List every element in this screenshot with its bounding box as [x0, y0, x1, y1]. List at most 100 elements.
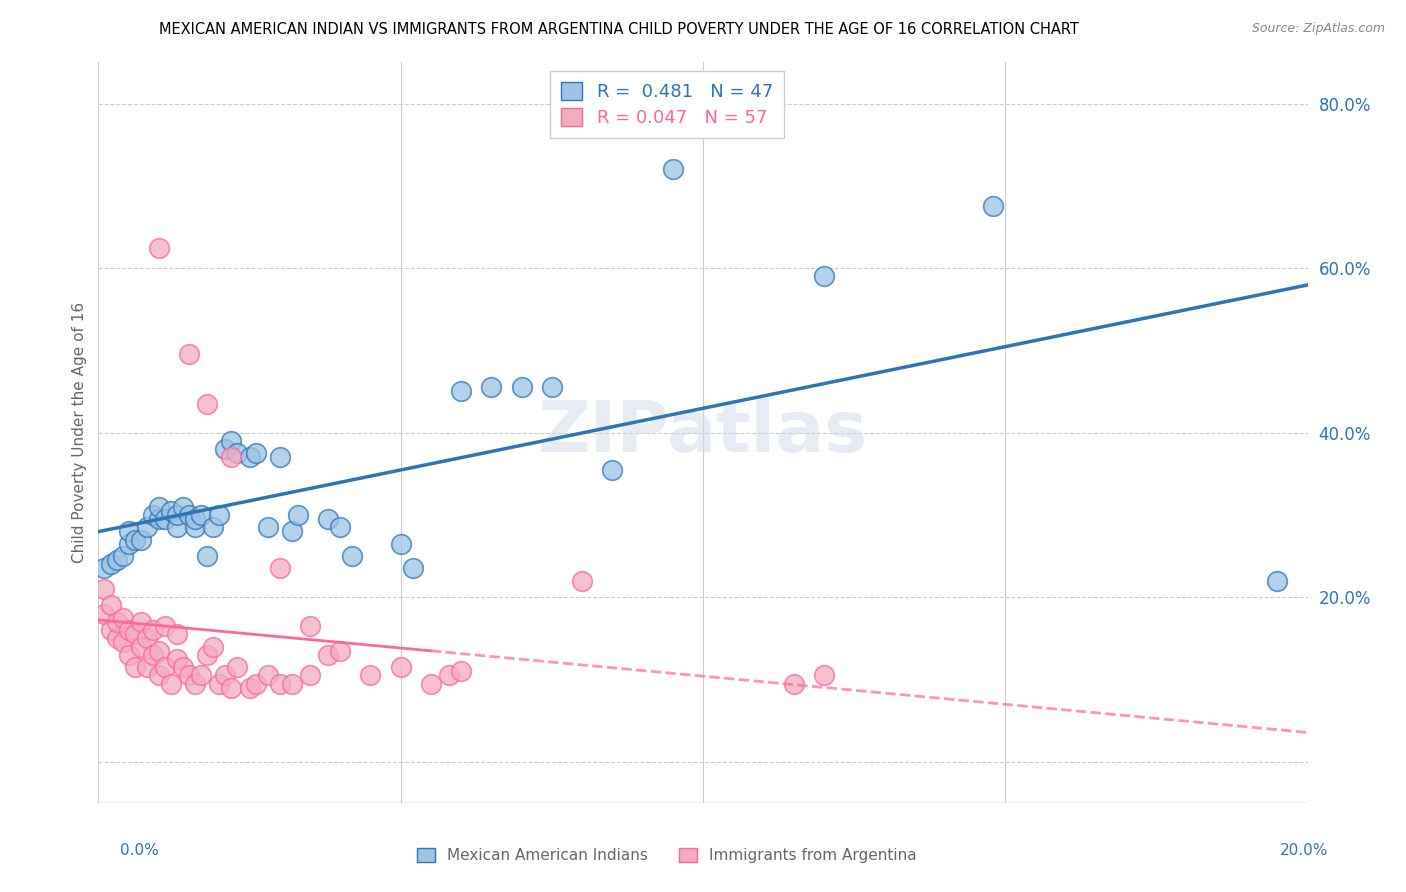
- Point: [118, 524, 141, 539]
- Point: [111, 549, 134, 563]
- Point: [420, 676, 443, 690]
- Point: [510, 380, 533, 394]
- Point: [93, 561, 115, 575]
- Point: [602, 462, 624, 476]
- Point: [540, 380, 562, 394]
- Point: [256, 520, 278, 534]
- Point: [179, 508, 201, 522]
- Point: [172, 660, 194, 674]
- Text: MEXICAN AMERICAN INDIAN VS IMMIGRANTS FROM ARGENTINA CHILD POVERTY UNDER THE AGE: MEXICAN AMERICAN INDIAN VS IMMIGRANTS FR…: [159, 22, 1078, 37]
- Point: [221, 434, 243, 448]
- Point: [437, 668, 460, 682]
- Point: [148, 643, 170, 657]
- Point: [450, 664, 472, 678]
- Y-axis label: Child Poverty Under the Age of 16: Child Poverty Under the Age of 16: [72, 302, 87, 563]
- Point: [481, 380, 503, 394]
- Point: [202, 520, 225, 534]
- Point: [124, 533, 146, 547]
- Point: [269, 561, 291, 575]
- Point: [226, 446, 249, 460]
- Point: [148, 500, 170, 514]
- Point: [160, 676, 183, 690]
- Point: [105, 553, 128, 567]
- Point: [214, 668, 236, 682]
- Point: [208, 676, 231, 690]
- Point: [148, 240, 170, 254]
- Point: [981, 199, 1004, 213]
- Point: [245, 446, 267, 460]
- Point: [166, 627, 188, 641]
- Point: [179, 347, 201, 361]
- Point: [100, 599, 122, 613]
- Point: [105, 632, 128, 646]
- Point: [661, 162, 683, 177]
- Point: [360, 668, 382, 682]
- Point: [571, 574, 593, 588]
- Point: [202, 640, 225, 654]
- Point: [118, 648, 141, 662]
- Point: [153, 660, 176, 674]
- Point: [389, 536, 412, 550]
- Text: 0.0%: 0.0%: [120, 843, 159, 858]
- Point: [135, 520, 157, 534]
- Point: [195, 648, 218, 662]
- Point: [153, 512, 176, 526]
- Text: Source: ZipAtlas.com: Source: ZipAtlas.com: [1251, 22, 1385, 36]
- Point: [226, 660, 249, 674]
- Point: [269, 450, 291, 465]
- Point: [166, 520, 188, 534]
- Point: [153, 619, 176, 633]
- Point: [93, 582, 115, 596]
- Point: [195, 549, 218, 563]
- Legend: Mexican American Indians, Immigrants from Argentina: Mexican American Indians, Immigrants fro…: [411, 841, 922, 869]
- Point: [160, 504, 183, 518]
- Point: [166, 652, 188, 666]
- Point: [135, 632, 157, 646]
- Point: [148, 512, 170, 526]
- Point: [281, 524, 304, 539]
- Point: [129, 615, 152, 629]
- Text: ZIPatlas: ZIPatlas: [538, 398, 868, 467]
- Point: [389, 660, 412, 674]
- Point: [118, 623, 141, 637]
- Point: [124, 627, 146, 641]
- Point: [142, 508, 165, 522]
- Point: [1267, 574, 1289, 588]
- Point: [135, 660, 157, 674]
- Point: [179, 668, 201, 682]
- Point: [142, 648, 165, 662]
- Point: [184, 676, 207, 690]
- Point: [111, 635, 134, 649]
- Point: [184, 512, 207, 526]
- Point: [100, 558, 122, 572]
- Text: 20.0%: 20.0%: [1281, 843, 1329, 858]
- Point: [172, 500, 194, 514]
- Point: [142, 623, 165, 637]
- Point: [184, 520, 207, 534]
- Point: [166, 508, 188, 522]
- Point: [269, 676, 291, 690]
- Point: [118, 536, 141, 550]
- Point: [402, 561, 425, 575]
- Point: [100, 623, 122, 637]
- Point: [190, 668, 212, 682]
- Point: [195, 397, 218, 411]
- Point: [239, 450, 262, 465]
- Point: [190, 508, 212, 522]
- Point: [129, 533, 152, 547]
- Point: [208, 508, 231, 522]
- Point: [342, 549, 364, 563]
- Point: [148, 668, 170, 682]
- Point: [221, 450, 243, 465]
- Point: [316, 512, 339, 526]
- Point: [299, 668, 322, 682]
- Point: [93, 607, 115, 621]
- Point: [105, 615, 128, 629]
- Point: [239, 681, 262, 695]
- Point: [329, 520, 352, 534]
- Point: [221, 681, 243, 695]
- Point: [281, 676, 304, 690]
- Point: [111, 610, 134, 624]
- Point: [256, 668, 278, 682]
- Point: [813, 269, 835, 284]
